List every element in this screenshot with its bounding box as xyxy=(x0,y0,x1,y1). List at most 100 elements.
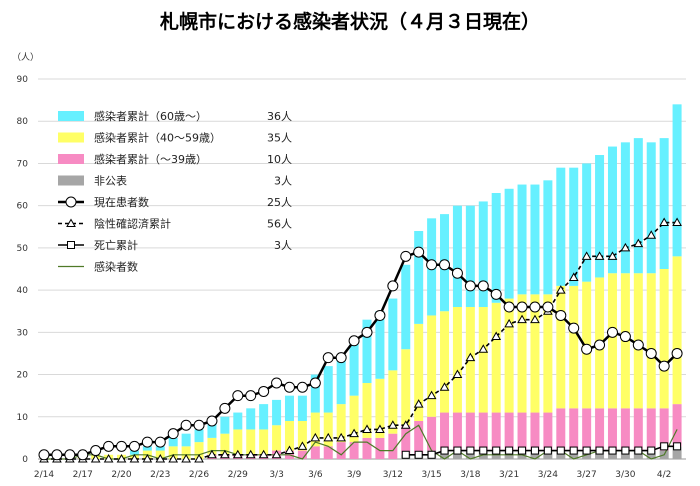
triangle-marker xyxy=(142,453,153,463)
y-tick-label: 40 xyxy=(17,286,29,296)
bar-segment xyxy=(633,138,643,274)
bar-segment xyxy=(233,412,243,430)
triangle-marker xyxy=(517,314,527,324)
bar-segment xyxy=(246,429,256,455)
x-tick-label: 3/21 xyxy=(499,470,519,480)
bar-segment xyxy=(336,442,346,459)
bar-segment xyxy=(465,205,475,307)
legend-value: 36人 xyxy=(267,110,292,123)
circle-marker xyxy=(581,343,593,355)
circle-marker xyxy=(180,419,192,431)
circle-marker xyxy=(128,440,140,452)
line-series xyxy=(38,217,683,463)
y-tick-label: 0 xyxy=(22,455,28,465)
bar-segment xyxy=(349,340,359,396)
square-marker xyxy=(453,446,462,455)
legend-label: 感染者累計（～39歳） xyxy=(94,152,207,166)
square-marker xyxy=(543,446,552,455)
circle-marker xyxy=(167,428,179,440)
circle-marker xyxy=(90,445,102,457)
circle-marker xyxy=(516,301,528,313)
legend-value: 25人 xyxy=(267,196,292,209)
bar-segment xyxy=(620,408,630,451)
y-tick-label: 30 xyxy=(17,328,29,338)
circle-marker xyxy=(64,449,76,461)
circle-marker xyxy=(77,449,89,461)
circle-marker xyxy=(103,440,115,452)
bar-segment xyxy=(672,404,682,447)
series-line xyxy=(44,250,678,457)
bar-segment xyxy=(595,450,605,459)
bar-segment xyxy=(129,450,139,455)
triangle-marker xyxy=(530,314,540,324)
x-tick-label: 4/2 xyxy=(657,470,671,480)
legend-label: 死亡累計 xyxy=(94,238,138,252)
circle-marker xyxy=(464,280,476,292)
bar-segment xyxy=(375,378,385,438)
bar-segment xyxy=(401,349,411,426)
square-marker xyxy=(673,442,682,451)
circle-marker xyxy=(542,301,554,313)
bar-segment xyxy=(569,450,579,459)
triangle-marker xyxy=(672,217,682,227)
bar-segment xyxy=(220,433,230,455)
square-marker xyxy=(440,446,449,455)
bar-segment xyxy=(530,184,540,295)
triangle-marker xyxy=(633,238,644,248)
square-marker xyxy=(647,446,656,455)
legend-item: 感染者数 xyxy=(58,260,138,274)
triangle-marker xyxy=(362,424,372,433)
y-tick-label: 90 xyxy=(17,75,29,85)
triangle-marker xyxy=(284,445,295,455)
circle-marker xyxy=(116,440,128,452)
square-marker xyxy=(621,446,630,455)
legend-value: 3人 xyxy=(274,239,292,252)
series-new-cases xyxy=(44,424,678,460)
square-marker xyxy=(556,446,565,455)
bar-segment xyxy=(517,294,527,413)
bar-segment xyxy=(142,446,152,451)
circle-marker xyxy=(645,347,657,359)
bar-segment xyxy=(440,412,450,451)
triangle-marker xyxy=(646,230,657,239)
triangle-marker xyxy=(168,453,179,463)
square-marker xyxy=(492,446,501,455)
triangle-marker xyxy=(116,453,127,463)
circle-marker xyxy=(451,267,463,279)
triangle-marker xyxy=(594,251,605,260)
circle-marker xyxy=(568,322,580,334)
circle-marker xyxy=(271,377,283,389)
circle-marker xyxy=(413,246,425,258)
circle-marker xyxy=(322,352,334,364)
triangle-marker xyxy=(620,242,631,252)
square-marker xyxy=(608,446,617,455)
bar-segment xyxy=(569,408,579,451)
legend-value: 3人 xyxy=(274,175,292,188)
bar-segment xyxy=(388,298,398,371)
bar-segment xyxy=(440,450,450,459)
legend-value: 10人 xyxy=(267,153,292,166)
bar-segment xyxy=(181,433,191,447)
legend-label: 感染者累計（40～59歳） xyxy=(94,131,221,145)
bar-segment xyxy=(259,404,269,430)
bar-segment xyxy=(452,412,462,451)
bar-segment xyxy=(607,450,617,459)
series-deaths xyxy=(401,442,682,459)
y-tick-label: 10 xyxy=(17,413,29,423)
legend-swatch xyxy=(58,175,84,186)
circle-marker xyxy=(632,339,644,351)
circle-marker xyxy=(374,309,386,321)
gridlines xyxy=(38,78,686,460)
circle-marker xyxy=(258,385,270,397)
triangle-marker xyxy=(375,424,385,433)
bar-segment xyxy=(259,429,269,455)
bar-segment xyxy=(181,446,191,459)
circle-marker xyxy=(193,419,205,431)
bar-segment xyxy=(168,437,178,447)
triangle-marker xyxy=(155,453,166,463)
triangle-marker xyxy=(349,428,359,438)
series-negative-confirmed xyxy=(39,217,682,463)
bar-segment xyxy=(272,399,282,426)
bar-segment xyxy=(633,450,643,459)
